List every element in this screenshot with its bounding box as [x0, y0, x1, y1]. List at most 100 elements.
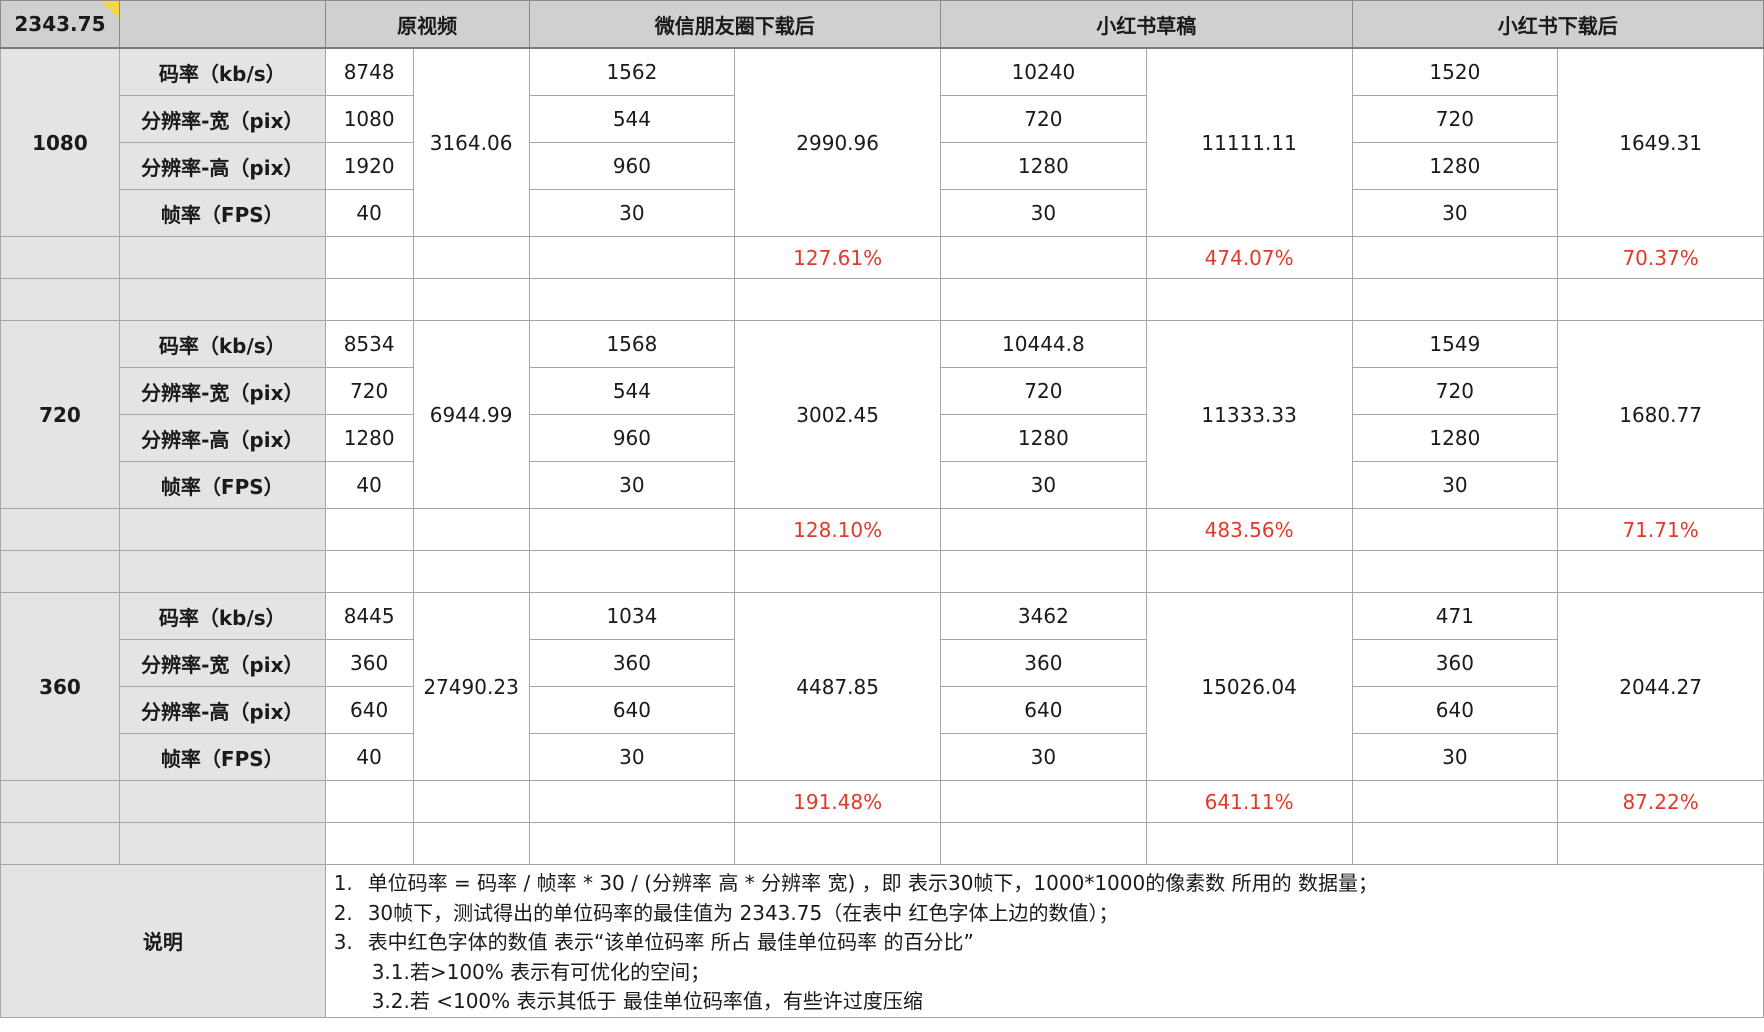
unit-bitrate-cell[interactable]: 2044.27: [1557, 592, 1764, 781]
percent-cell[interactable]: [412, 508, 530, 551]
metric-label[interactable]: 分辨率-宽（pix）: [118, 95, 326, 143]
percent-cell[interactable]: 191.48%: [734, 780, 942, 823]
header-empty-cell[interactable]: [118, 0, 326, 49]
group-label[interactable]: 720: [0, 320, 120, 509]
value-cell[interactable]: 720: [1351, 95, 1559, 143]
value-cell[interactable]: 544: [528, 367, 736, 415]
value-cell[interactable]: 1280: [940, 414, 1147, 462]
side-empty-cell[interactable]: [118, 236, 326, 279]
unit-bitrate-cell[interactable]: 4487.85: [734, 592, 942, 781]
empty-cell[interactable]: [734, 278, 942, 321]
empty-cell[interactable]: [412, 550, 530, 593]
empty-cell[interactable]: [1351, 550, 1559, 593]
empty-cell[interactable]: [1145, 550, 1353, 593]
side-empty-cell[interactable]: [118, 550, 326, 593]
value-cell[interactable]: 360: [1351, 639, 1559, 687]
value-cell[interactable]: 40: [324, 461, 414, 509]
value-cell[interactable]: 30: [528, 733, 736, 781]
value-cell[interactable]: 10444.8: [940, 320, 1147, 368]
empty-cell[interactable]: [940, 780, 1147, 823]
unit-bitrate-cell[interactable]: 1680.77: [1557, 320, 1764, 509]
side-empty-cell[interactable]: [0, 822, 120, 865]
value-cell[interactable]: 960: [528, 414, 736, 462]
side-empty-cell[interactable]: [0, 780, 120, 823]
value-cell[interactable]: 8534: [324, 320, 414, 368]
empty-cell[interactable]: [528, 278, 736, 321]
column-header[interactable]: 小红书下载后: [1351, 0, 1764, 49]
unit-bitrate-cell[interactable]: 11333.33: [1145, 320, 1353, 509]
value-cell[interactable]: 1080: [324, 95, 414, 143]
value-cell[interactable]: 720: [940, 367, 1147, 415]
corner-value-cell[interactable]: 2343.75: [0, 0, 120, 49]
side-empty-cell[interactable]: [118, 822, 326, 865]
empty-cell[interactable]: [324, 278, 414, 321]
empty-cell[interactable]: [940, 822, 1147, 865]
value-cell[interactable]: 30: [528, 189, 736, 237]
percent-cell[interactable]: 128.10%: [734, 508, 942, 551]
metric-label[interactable]: 码率（kb/s）: [118, 47, 326, 96]
column-header[interactable]: 原视频: [324, 0, 530, 49]
metric-label[interactable]: 分辨率-宽（pix）: [118, 639, 326, 687]
empty-cell[interactable]: [1351, 822, 1559, 865]
unit-bitrate-cell[interactable]: 11111.11: [1145, 47, 1353, 237]
value-cell[interactable]: 1562: [528, 47, 736, 96]
empty-cell[interactable]: [528, 780, 736, 823]
value-cell[interactable]: 30: [940, 733, 1147, 781]
percent-cell[interactable]: 474.07%: [1145, 236, 1353, 279]
value-cell[interactable]: 30: [1351, 461, 1559, 509]
value-cell[interactable]: 720: [940, 95, 1147, 143]
empty-cell[interactable]: [324, 236, 414, 279]
value-cell[interactable]: 1280: [1351, 142, 1559, 190]
side-empty-cell[interactable]: [118, 278, 326, 321]
group-label[interactable]: 1080: [0, 47, 120, 237]
metric-label[interactable]: 码率（kb/s）: [118, 320, 326, 368]
empty-cell[interactable]: [528, 236, 736, 279]
empty-cell[interactable]: [412, 278, 530, 321]
empty-cell[interactable]: [1145, 822, 1353, 865]
value-cell[interactable]: 30: [1351, 733, 1559, 781]
percent-cell[interactable]: 71.71%: [1557, 508, 1764, 551]
side-empty-cell[interactable]: [0, 508, 120, 551]
empty-cell[interactable]: [528, 550, 736, 593]
empty-cell[interactable]: [324, 822, 414, 865]
metric-label[interactable]: 帧率（FPS）: [118, 461, 326, 509]
value-cell[interactable]: 1280: [324, 414, 414, 462]
empty-cell[interactable]: [528, 508, 736, 551]
value-cell[interactable]: 8748: [324, 47, 414, 96]
value-cell[interactable]: 30: [528, 461, 736, 509]
unit-bitrate-cell[interactable]: 3002.45: [734, 320, 942, 509]
percent-cell[interactable]: 87.22%: [1557, 780, 1764, 823]
unit-bitrate-cell[interactable]: 6944.99: [412, 320, 530, 509]
empty-cell[interactable]: [940, 508, 1147, 551]
empty-cell[interactable]: [1351, 236, 1559, 279]
percent-cell[interactable]: 127.61%: [734, 236, 942, 279]
side-empty-cell[interactable]: [118, 780, 326, 823]
unit-bitrate-cell[interactable]: 3164.06: [412, 47, 530, 237]
empty-cell[interactable]: [412, 822, 530, 865]
metric-label[interactable]: 分辨率-高（pix）: [118, 686, 326, 734]
value-cell[interactable]: 640: [528, 686, 736, 734]
value-cell[interactable]: 1034: [528, 592, 736, 640]
metric-label[interactable]: 分辨率-高（pix）: [118, 414, 326, 462]
value-cell[interactable]: 30: [940, 189, 1147, 237]
value-cell[interactable]: 360: [528, 639, 736, 687]
empty-cell[interactable]: [1557, 278, 1764, 321]
side-empty-cell[interactable]: [0, 550, 120, 593]
value-cell[interactable]: 360: [940, 639, 1147, 687]
unit-bitrate-cell[interactable]: 2990.96: [734, 47, 942, 237]
value-cell[interactable]: 1568: [528, 320, 736, 368]
percent-cell[interactable]: 483.56%: [1145, 508, 1353, 551]
empty-cell[interactable]: [940, 236, 1147, 279]
value-cell[interactable]: 10240: [940, 47, 1147, 96]
value-cell[interactable]: 1520: [1351, 47, 1559, 96]
value-cell[interactable]: 640: [940, 686, 1147, 734]
column-header[interactable]: 小红书草稿: [940, 0, 1353, 49]
value-cell[interactable]: 544: [528, 95, 736, 143]
value-cell[interactable]: 471: [1351, 592, 1559, 640]
column-header[interactable]: 微信朋友圈下载后: [528, 0, 942, 49]
value-cell[interactable]: 640: [1351, 686, 1559, 734]
empty-cell[interactable]: [1351, 508, 1559, 551]
unit-bitrate-cell[interactable]: 1649.31: [1557, 47, 1764, 237]
side-empty-cell[interactable]: [118, 508, 326, 551]
percent-cell[interactable]: 70.37%: [1557, 236, 1764, 279]
